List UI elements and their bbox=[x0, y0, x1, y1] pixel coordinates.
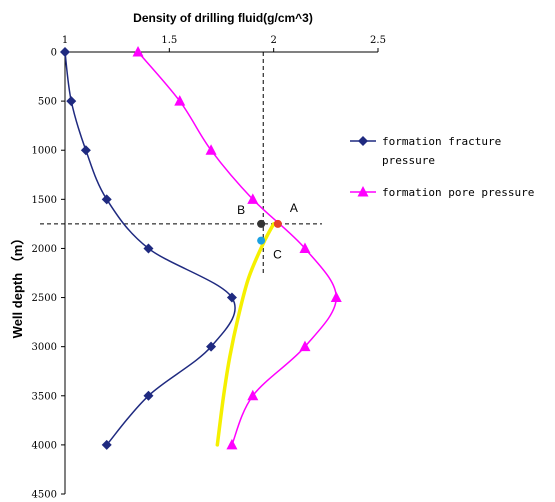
data-point bbox=[101, 439, 112, 450]
legend-label-fracture: pressure bbox=[382, 154, 435, 167]
y-tick-label: 4000 bbox=[32, 440, 57, 451]
y-tick-label: 3500 bbox=[32, 391, 57, 402]
annotation-label-B: B bbox=[237, 203, 245, 217]
chart-title: Density of drilling fluid(g/cm^3) bbox=[133, 11, 313, 25]
y-tick-label: 4500 bbox=[32, 490, 57, 501]
series-line bbox=[64, 51, 236, 446]
legend-marker-fracture bbox=[358, 136, 368, 146]
legend-marker-pore bbox=[357, 186, 369, 197]
data-point bbox=[226, 292, 237, 303]
y-tick-label: 3000 bbox=[32, 342, 57, 353]
x-tick-label: 1.5 bbox=[161, 35, 177, 46]
y-axis-label: Well depth （m） bbox=[10, 232, 25, 339]
annotation-label-C: C bbox=[273, 248, 282, 262]
data-point bbox=[101, 194, 112, 205]
legend: formation fracture pressure formation pore… bbox=[350, 135, 534, 199]
x-tick-label: 1 bbox=[62, 35, 68, 46]
data-point bbox=[132, 46, 144, 57]
y-tick-label: 500 bbox=[38, 97, 57, 108]
reference-lines bbox=[40, 52, 322, 275]
yellow-curve bbox=[215, 222, 276, 447]
data-point bbox=[226, 438, 238, 450]
data-point bbox=[247, 389, 259, 401]
data-point bbox=[205, 144, 217, 155]
annotation-label-A: A bbox=[290, 201, 298, 215]
data-point bbox=[299, 340, 311, 352]
annotation-point-A bbox=[273, 219, 282, 228]
x-tick-label: 2.5 bbox=[370, 35, 386, 46]
series-pore bbox=[132, 46, 342, 450]
data-point bbox=[143, 390, 154, 401]
y-tick-label: 1000 bbox=[32, 146, 57, 157]
y-tick-label: 2000 bbox=[32, 244, 57, 255]
series-fracture bbox=[60, 47, 237, 450]
series-layer bbox=[60, 46, 342, 450]
y-tick-label: 0 bbox=[51, 48, 57, 59]
legend-label-fracture: formation fracture bbox=[382, 135, 501, 148]
annotations: A B C bbox=[237, 201, 298, 262]
data-point bbox=[247, 193, 259, 204]
x-tick-label: 2 bbox=[270, 35, 276, 46]
data-point bbox=[66, 96, 77, 107]
data-point bbox=[60, 47, 70, 57]
axes: 1 1.5 2 2.5 0 500 1000 1500 2000 2500 3000 3500 4000… bbox=[32, 35, 386, 501]
y-tick-label: 1500 bbox=[32, 195, 57, 206]
annotation-point-C bbox=[257, 236, 266, 245]
data-point bbox=[174, 95, 186, 106]
data-point bbox=[143, 243, 154, 254]
legend-label-pore: formation pore pressure bbox=[382, 186, 534, 199]
y-tick-label: 2500 bbox=[32, 293, 57, 304]
data-point bbox=[330, 291, 342, 303]
data-point bbox=[206, 341, 217, 352]
data-point bbox=[80, 145, 91, 156]
data-point bbox=[299, 242, 311, 253]
annotation-point-B bbox=[257, 219, 266, 228]
